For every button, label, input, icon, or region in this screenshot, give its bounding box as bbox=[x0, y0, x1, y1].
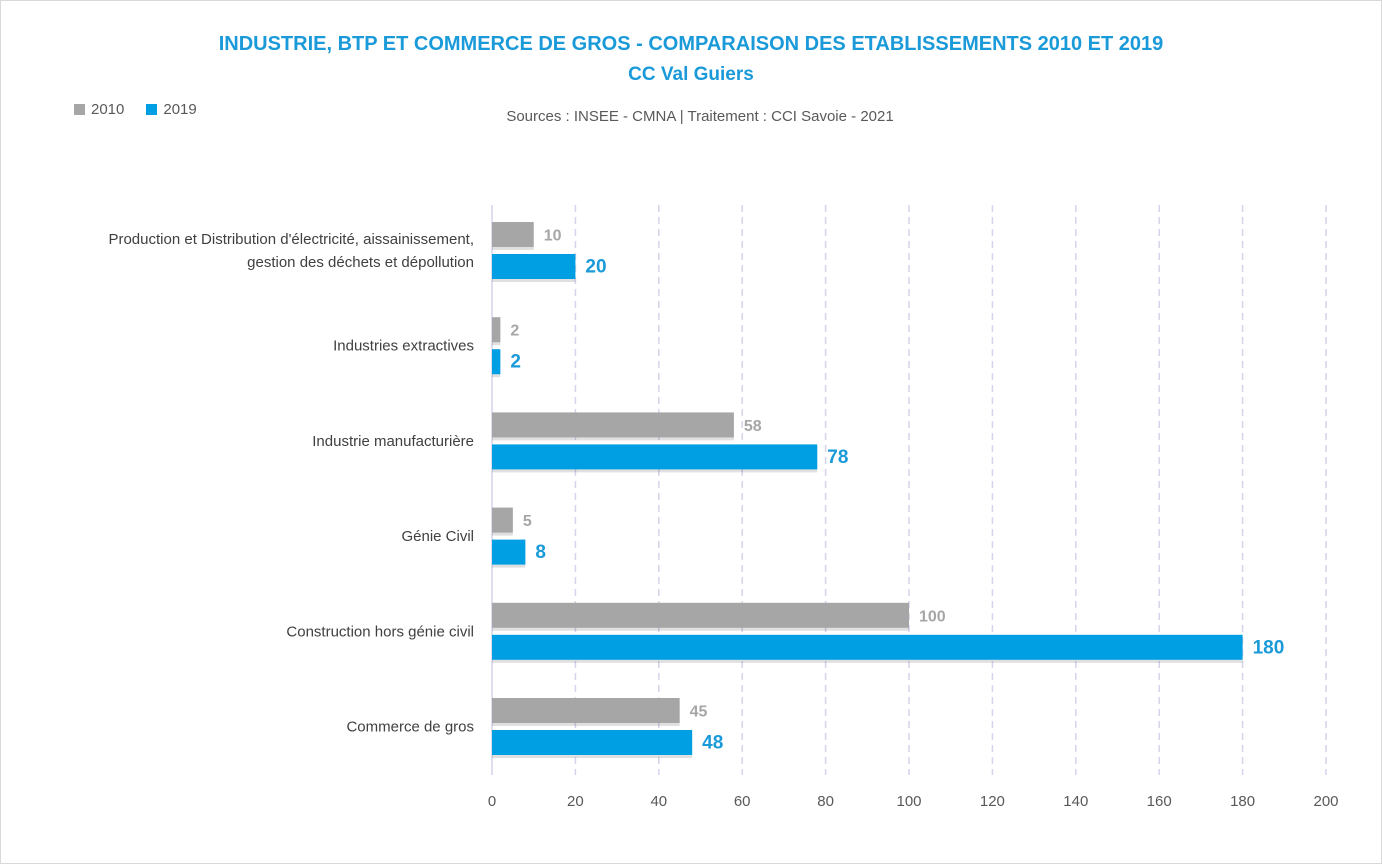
bar-2010 bbox=[492, 222, 534, 247]
data-label-2019: 8 bbox=[535, 542, 546, 563]
bar-2019 bbox=[492, 444, 818, 470]
legend-label-2019: 2019 bbox=[163, 101, 197, 118]
chart-title: INDUSTRIE, BTP ET COMMERCE DE GROS - COM… bbox=[218, 33, 1164, 55]
data-label-2010: 100 bbox=[919, 608, 946, 625]
chart-subtitle: CC Val Guiers bbox=[628, 64, 754, 85]
x-tick-label: 120 bbox=[980, 793, 1005, 810]
x-tick-label: 60 bbox=[734, 793, 751, 810]
data-label-2010: 2 bbox=[510, 323, 519, 340]
x-tick-label: 20 bbox=[567, 793, 584, 810]
category-label: Construction hors génie civil bbox=[286, 623, 474, 640]
data-label-2019: 20 bbox=[585, 257, 606, 278]
bar-2019 bbox=[492, 634, 1243, 660]
legend-item-2019: 2019 bbox=[146, 101, 197, 118]
data-label-2019: 78 bbox=[827, 447, 848, 468]
category-label: Génie Civil bbox=[401, 528, 474, 545]
bar-2010 bbox=[492, 412, 734, 438]
bar-2019 bbox=[492, 730, 693, 755]
x-tick-label: 200 bbox=[1313, 793, 1338, 810]
x-tick-label: 100 bbox=[896, 793, 921, 810]
chart-legend: 2010 2019 bbox=[74, 101, 219, 118]
chart-source: Sources : INSEE - CMNA | Traitement : CC… bbox=[506, 108, 894, 125]
x-tick-label: 40 bbox=[650, 793, 667, 810]
legend-swatch-2019 bbox=[146, 104, 158, 115]
legend-item-2010: 2010 bbox=[74, 101, 124, 118]
data-label-2010: 58 bbox=[744, 418, 762, 435]
x-tick-label: 160 bbox=[1147, 793, 1172, 810]
category-label: Production et Distribution d'électricité… bbox=[108, 231, 474, 248]
legend-label-2010: 2010 bbox=[91, 101, 125, 118]
x-tick-label: 80 bbox=[817, 793, 834, 810]
data-label-2019: 48 bbox=[702, 733, 723, 754]
data-label-2010: 45 bbox=[690, 704, 708, 721]
bar-2010 bbox=[492, 602, 909, 628]
x-tick-label: 140 bbox=[1063, 793, 1088, 810]
bar-2010 bbox=[492, 317, 501, 343]
data-label-2019: 2 bbox=[510, 352, 521, 373]
bar-2019 bbox=[492, 254, 576, 279]
category-label: Commerce de gros bbox=[346, 719, 474, 736]
data-label-2010: 5 bbox=[523, 513, 532, 530]
x-tick-label: 180 bbox=[1230, 793, 1255, 810]
bar-2010 bbox=[492, 507, 513, 533]
data-label-2019: 180 bbox=[1253, 637, 1285, 658]
category-label: Industries extractives bbox=[333, 338, 474, 355]
category-label: gestion des déchets et dépollution bbox=[247, 254, 474, 271]
bar-2019 bbox=[492, 539, 526, 565]
x-tick-label: 0 bbox=[488, 793, 496, 810]
category-label: Industrie manufacturière bbox=[312, 433, 474, 450]
data-label-2010: 10 bbox=[544, 228, 562, 245]
bar-2019 bbox=[492, 349, 501, 375]
bar-2010 bbox=[492, 698, 680, 723]
legend-swatch-2010 bbox=[74, 104, 85, 115]
